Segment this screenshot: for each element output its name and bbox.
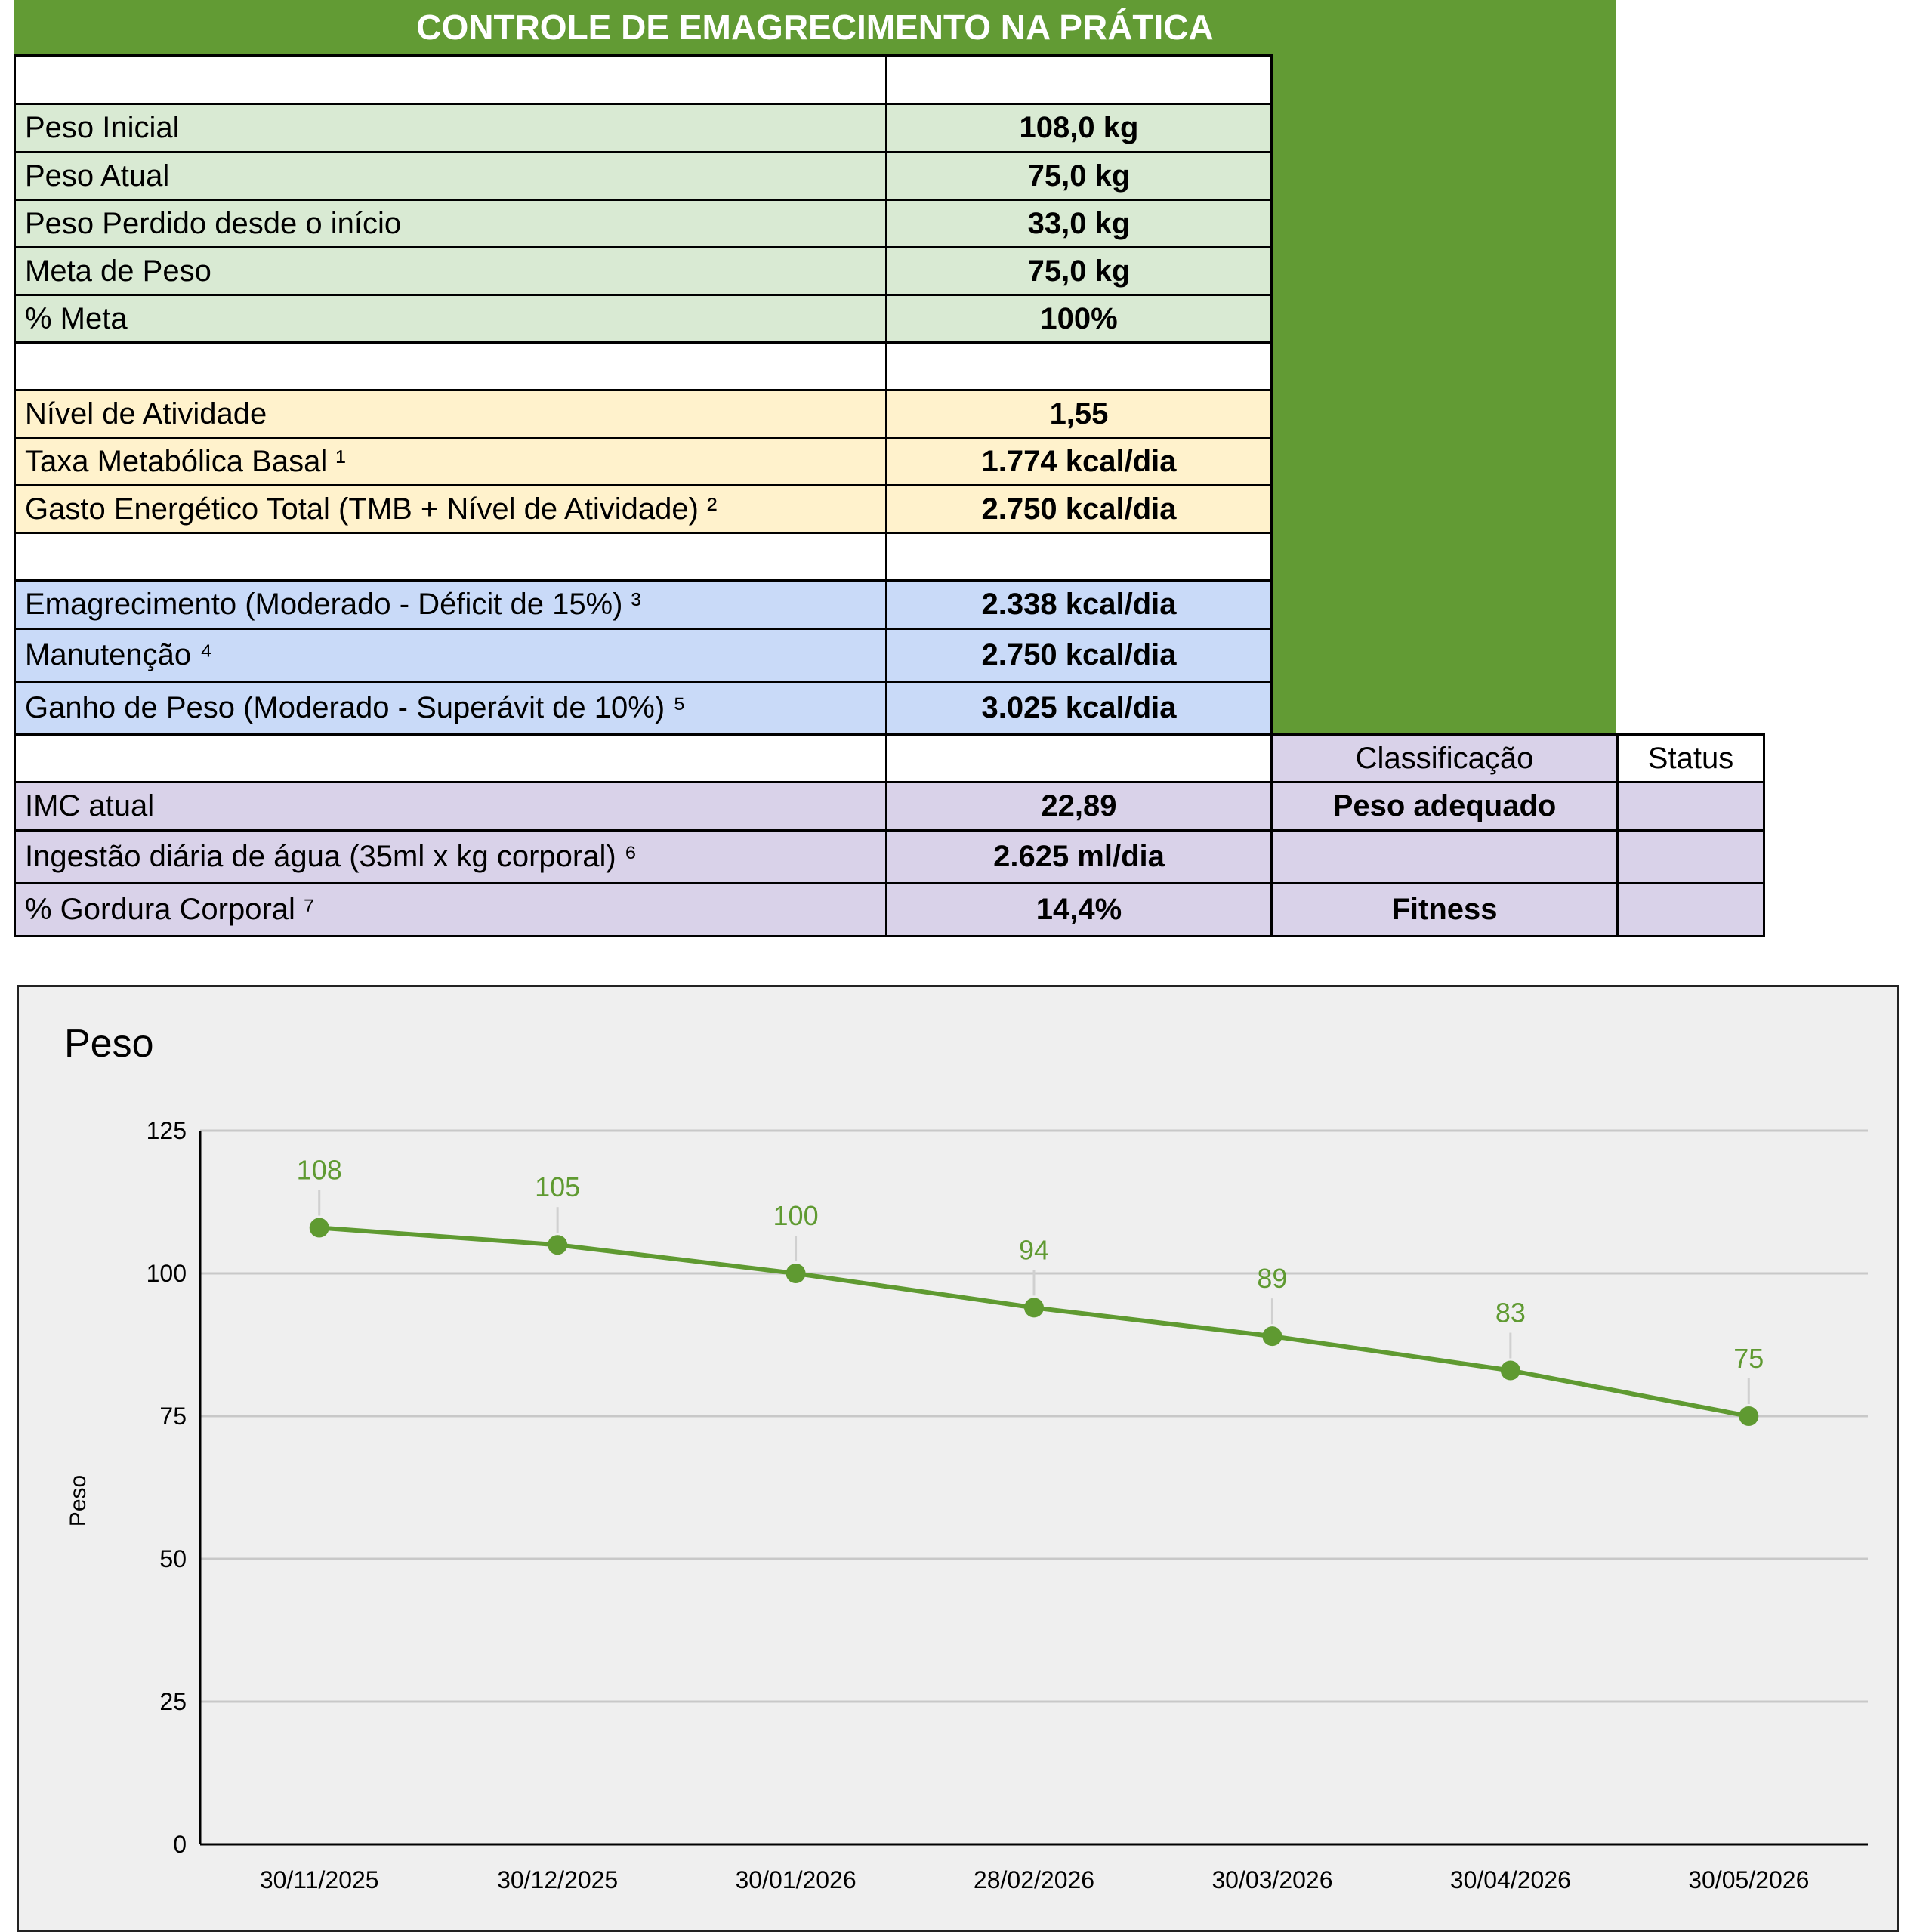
data-point	[1262, 1326, 1282, 1347]
x-tick-label: 30/01/2026	[735, 1866, 856, 1893]
row-tmb: Taxa Metabólica Basal ¹ 1.774 kcal/dia	[14, 437, 1764, 486]
weight-chart[interactable]: Peso Peso 0 25 50 75 100 125 30/11/2025 30/12/2…	[17, 985, 1899, 1932]
row-status[interactable]	[1616, 781, 1765, 832]
cell-blank[interactable]	[14, 532, 887, 582]
row-value[interactable]: 75,0 kg	[885, 246, 1273, 296]
row-label[interactable]: Peso Perdido desde o início	[14, 199, 887, 248]
y-tick-label: 125	[147, 1117, 187, 1144]
cell-blank[interactable]	[885, 532, 1273, 582]
row-label[interactable]: Ganho de Peso (Moderado - Superávit de 1…	[14, 681, 887, 736]
header-classificacao[interactable]: Classificação	[1270, 733, 1619, 783]
row-gasto-energetico: Gasto Energético Total (TMB + Nível de A…	[14, 484, 1764, 534]
row-value[interactable]: 1,55	[885, 389, 1273, 439]
y-tick-label: 75	[159, 1403, 187, 1430]
row-manutencao: Manutenção ⁴ 2.750 kcal/dia	[14, 628, 1764, 683]
row-meta-peso: Meta de Peso 75,0 kg	[14, 246, 1764, 296]
row-ganho-peso: Ganho de Peso (Moderado - Superávit de 1…	[14, 681, 1764, 736]
row-peso-atual: Peso Atual 75,0 kg	[14, 151, 1764, 201]
green-fill-block	[1270, 54, 1616, 733]
row-value[interactable]: 1.774 kcal/dia	[885, 437, 1273, 486]
row-agua: Ingestão diária de água (35ml x kg corpo…	[14, 829, 1765, 884]
data-label: 94	[1019, 1234, 1049, 1265]
row-value[interactable]: 22,89	[885, 781, 1273, 832]
row-imc: IMC atual 22,89 Peso adequado	[14, 781, 1765, 832]
cell-blank[interactable]	[885, 733, 1273, 783]
row-label[interactable]: Meta de Peso	[14, 246, 887, 296]
row-label[interactable]: Gasto Energético Total (TMB + Nível de A…	[14, 484, 887, 534]
data-point	[1739, 1406, 1759, 1426]
row-value[interactable]: 33,0 kg	[885, 199, 1273, 248]
x-tick-label: 30/03/2026	[1211, 1866, 1332, 1893]
chart-title: Peso	[64, 1022, 154, 1066]
row-classification[interactable]: Peso adequado	[1270, 781, 1619, 832]
cell-blank[interactable]	[14, 54, 887, 105]
row-value[interactable]: 2.750 kcal/dia	[885, 628, 1273, 683]
y-tick-label: 50	[159, 1545, 187, 1572]
chart-canvas: Peso Peso 0 25 50 75 100 125 30/11/2025 30/12/2…	[64, 1022, 1868, 1893]
x-tick-label: 30/12/2025	[497, 1866, 618, 1893]
data-label: 105	[535, 1171, 580, 1202]
row-value[interactable]: 108,0 kg	[885, 103, 1273, 153]
data-point	[548, 1235, 568, 1255]
x-tick-label: 30/05/2026	[1688, 1866, 1809, 1893]
cell-blank[interactable]	[14, 341, 887, 391]
row-value[interactable]: 100%	[885, 294, 1273, 344]
row-emagrecimento: Emagrecimento (Moderado - Déficit de 15%…	[14, 579, 1764, 630]
row-nivel-atividade: Nível de Atividade 1,55	[14, 389, 1764, 439]
row-label[interactable]: Peso Atual	[14, 151, 887, 201]
row-percent-meta: % Meta 100%	[14, 294, 1764, 344]
cell-blank[interactable]	[885, 54, 1273, 105]
data-point	[786, 1264, 806, 1283]
y-axis-label: Peso	[66, 1475, 91, 1526]
row-label[interactable]: Emagrecimento (Moderado - Déficit de 15%…	[14, 579, 887, 630]
row-value[interactable]: 2.750 kcal/dia	[885, 484, 1273, 534]
row-peso-inicial: Peso Inicial 108,0 kg	[14, 103, 1764, 153]
row-classification[interactable]: Fitness	[1270, 882, 1619, 937]
y-tick-label: 25	[159, 1688, 187, 1715]
row-status[interactable]	[1616, 882, 1765, 937]
row-gordura: % Gordura Corporal ⁷ 14,4% Fitness	[14, 882, 1765, 937]
data-label: 83	[1495, 1298, 1526, 1329]
row-value[interactable]: 2.625 ml/dia	[885, 829, 1273, 884]
data-label: 100	[773, 1200, 819, 1231]
header-status[interactable]: Status	[1616, 733, 1765, 783]
data-point	[1024, 1298, 1044, 1318]
row-peso-perdido: Peso Perdido desde o início 33,0 kg	[14, 199, 1764, 248]
x-tick-label: 28/02/2026	[974, 1866, 1094, 1893]
row-value[interactable]: 75,0 kg	[885, 151, 1273, 201]
y-tick-label: 100	[147, 1260, 187, 1287]
row-label[interactable]: Ingestão diária de água (35ml x kg corpo…	[14, 829, 887, 884]
data-label: 75	[1733, 1343, 1764, 1374]
row-label[interactable]: % Meta	[14, 294, 887, 344]
row-label[interactable]: Taxa Metabólica Basal ¹	[14, 437, 887, 486]
row-label[interactable]: Peso Inicial	[14, 103, 887, 153]
row-value[interactable]: 3.025 kcal/dia	[885, 681, 1273, 736]
summary-table: Peso Inicial 108,0 kg Peso Atual 75,0 kg…	[14, 54, 1765, 937]
row-status[interactable]	[1616, 829, 1765, 884]
row-label[interactable]: Manutenção ⁴	[14, 628, 887, 683]
cell-blank[interactable]	[885, 341, 1273, 391]
row-label[interactable]: % Gordura Corporal ⁷	[14, 882, 887, 937]
row-value[interactable]: 2.338 kcal/dia	[885, 579, 1273, 630]
sheet-title: CONTROLE DE EMAGRECIMENTO NA PRÁTICA	[14, 0, 1616, 54]
data-label: 108	[297, 1155, 342, 1186]
data-point	[1500, 1360, 1520, 1381]
row-value[interactable]: 14,4%	[885, 882, 1273, 937]
row-label[interactable]: Nível de Atividade	[14, 389, 887, 439]
data-point	[309, 1218, 329, 1238]
row-headers: Classificação Status	[14, 733, 1765, 783]
row-label[interactable]: IMC atual	[14, 781, 887, 832]
cell-blank[interactable]	[14, 733, 887, 783]
y-tick-label: 0	[173, 1831, 187, 1858]
row-classification[interactable]	[1270, 829, 1619, 884]
x-tick-label: 30/04/2026	[1450, 1866, 1571, 1893]
x-tick-label: 30/11/2025	[260, 1866, 379, 1893]
data-label: 89	[1257, 1263, 1287, 1294]
